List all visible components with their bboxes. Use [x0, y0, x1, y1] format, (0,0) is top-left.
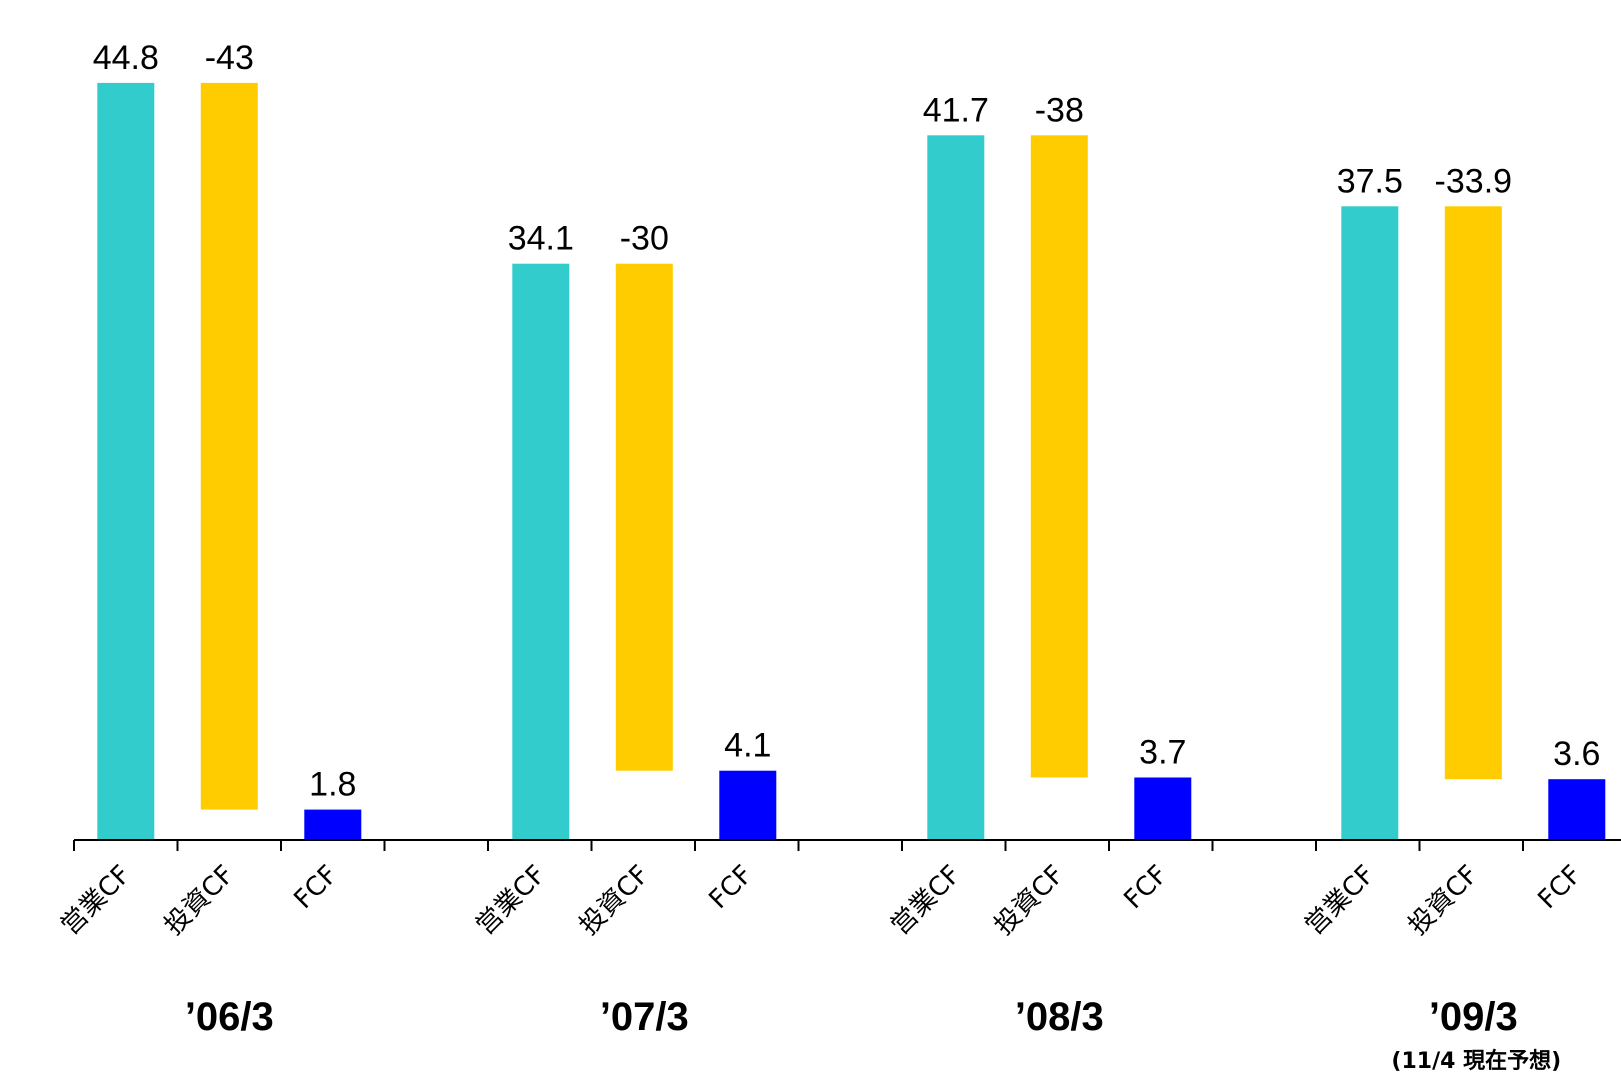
group-note: (11/4 現在予想): [1391, 1048, 1561, 1074]
data-label: 3.6: [1553, 735, 1600, 773]
data-label: 34.1: [508, 220, 574, 258]
data-label: 37.5: [1337, 162, 1403, 200]
bar-operating-cf: [512, 263, 570, 840]
data-label: -38: [1035, 91, 1084, 129]
category-labels-layer: 営業CF 投資CF FCF 営業CF 投資CF FCF 営業CF 投資CF FCF 営業CF 投資C…: [55, 860, 1587, 941]
category-tick-label: FCF: [289, 860, 344, 915]
bar-operating-cf: [927, 135, 985, 841]
bar-operating-cf: [1341, 206, 1399, 841]
group-label: ’08/3: [1015, 995, 1104, 1039]
data-label: -33.9: [1435, 162, 1513, 200]
category-tick-label: FCF: [704, 860, 759, 915]
category-tick-label: 投資CF: [989, 860, 1070, 941]
category-tick-label: 営業CF: [1299, 860, 1380, 941]
data-label: -30: [620, 220, 669, 258]
data-label: 1.8: [309, 766, 356, 804]
bar-operating-cf: [97, 82, 155, 840]
data-label: -43: [205, 39, 254, 77]
bar-investing-cf: [615, 263, 673, 771]
group-label: ’06/3: [185, 995, 274, 1039]
category-tick-label: 営業CF: [885, 860, 966, 941]
data-label: 44.8: [93, 39, 159, 77]
category-tick-label: 営業CF: [55, 860, 136, 941]
category-tick-label: 投資CF: [574, 860, 655, 941]
category-tick-label: 投資CF: [1403, 860, 1484, 941]
data-label: 4.1: [724, 727, 771, 765]
data-label: 41.7: [923, 91, 989, 129]
category-tick-label: FCF: [1119, 860, 1174, 915]
data-label: 3.7: [1139, 734, 1186, 772]
category-tick-label: 営業CF: [470, 860, 551, 941]
bars-layer: [97, 82, 1606, 841]
category-tick-label: 投資CF: [159, 860, 240, 941]
bar-fcf: [1548, 779, 1606, 840]
bar-fcf: [719, 770, 777, 840]
bar-investing-cf: [200, 82, 258, 810]
bar-investing-cf: [1444, 206, 1502, 780]
bar-fcf: [304, 809, 362, 840]
value-labels-layer: 44.8 -43 1.8 34.1 -30 4.1 41.7 -38 3.7 37.5 -33.9 3…: [93, 39, 1601, 804]
bar-investing-cf: [1030, 135, 1088, 778]
category-tick-label: FCF: [1533, 860, 1588, 915]
group-labels-layer: ’06/3 ’07/3 ’08/3 ’09/3 (11/4 現在予想): [185, 995, 1561, 1074]
bar-fcf: [1134, 777, 1192, 840]
x-axis: [73, 839, 1621, 851]
group-label: ’07/3: [600, 995, 689, 1039]
group-label: ’09/3: [1429, 995, 1518, 1039]
